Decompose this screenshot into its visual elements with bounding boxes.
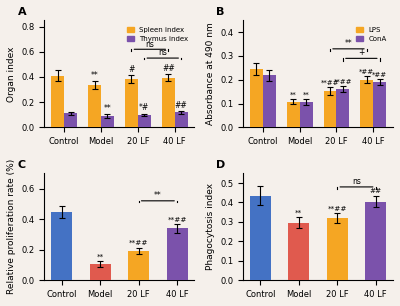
- Text: ##: ##: [162, 64, 175, 73]
- Bar: [360, 80, 373, 127]
- Text: *##: *##: [359, 69, 374, 75]
- Text: A: A: [18, 7, 26, 17]
- Bar: [300, 102, 312, 127]
- Bar: [138, 115, 151, 127]
- Y-axis label: Phagocytosis index: Phagocytosis index: [206, 183, 214, 271]
- Bar: [250, 69, 263, 127]
- Bar: [125, 79, 138, 127]
- Bar: [162, 78, 175, 127]
- Text: D: D: [216, 160, 225, 170]
- Bar: [288, 223, 310, 280]
- Bar: [336, 89, 349, 127]
- Text: **: **: [154, 191, 162, 200]
- Text: **: **: [104, 104, 111, 113]
- Bar: [175, 113, 188, 127]
- Text: **: **: [295, 210, 302, 216]
- Text: **##: **##: [321, 80, 339, 86]
- Bar: [88, 85, 101, 127]
- Bar: [64, 114, 77, 127]
- Text: *##: *##: [372, 72, 387, 78]
- Text: ns: ns: [158, 48, 167, 58]
- Text: **: **: [303, 92, 310, 98]
- Text: **: **: [344, 39, 352, 48]
- Bar: [365, 202, 386, 280]
- Bar: [101, 116, 114, 127]
- Text: **: **: [91, 71, 98, 80]
- Bar: [128, 251, 149, 280]
- Text: #: #: [128, 65, 135, 74]
- Y-axis label: Relative proliferation rate (%): Relative proliferation rate (%): [7, 159, 16, 294]
- Bar: [324, 91, 336, 127]
- Bar: [51, 212, 72, 280]
- Text: **##: **##: [334, 80, 352, 85]
- Bar: [287, 102, 300, 127]
- Text: ##: ##: [370, 188, 382, 194]
- Text: **##: **##: [167, 217, 187, 222]
- Text: *#: *#: [139, 103, 150, 113]
- Y-axis label: Absorbance at 490 nm: Absorbance at 490 nm: [206, 22, 214, 125]
- Text: **##: **##: [328, 206, 347, 212]
- Text: **: **: [97, 254, 104, 259]
- Bar: [373, 82, 386, 127]
- Y-axis label: Organ index: Organ index: [7, 46, 16, 102]
- Legend: LPS, ConA: LPS, ConA: [353, 24, 390, 45]
- Bar: [166, 228, 188, 280]
- Text: **: **: [290, 92, 296, 98]
- Text: C: C: [18, 160, 26, 170]
- Text: +: +: [358, 48, 364, 57]
- Text: **##: **##: [129, 241, 148, 246]
- Legend: Spleen index, Thymus index: Spleen index, Thymus index: [124, 24, 191, 45]
- Bar: [250, 196, 271, 280]
- Text: ns: ns: [146, 40, 154, 49]
- Bar: [327, 218, 348, 280]
- Text: ##: ##: [175, 101, 188, 110]
- Text: B: B: [216, 7, 224, 17]
- Text: ns: ns: [352, 177, 361, 186]
- Bar: [51, 76, 64, 127]
- Bar: [263, 76, 276, 127]
- Bar: [90, 264, 111, 280]
